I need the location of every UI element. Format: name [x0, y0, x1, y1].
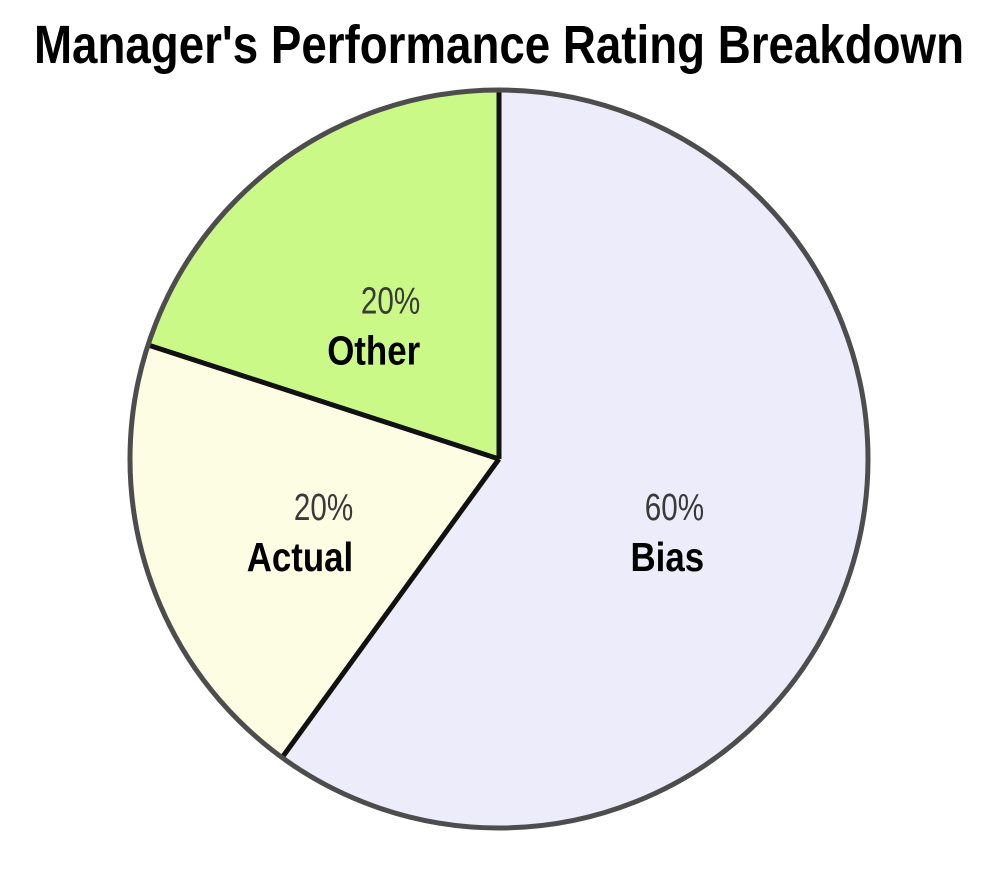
slice-name-bias: Bias: [631, 534, 705, 580]
slice-name-actual: Actual: [247, 534, 354, 580]
pie-divider-line-1: [280, 457, 502, 759]
slice-percent-other: 20%: [361, 281, 420, 323]
pie-divider-line-2: [147, 342, 500, 462]
pie-slice-other: [148, 90, 499, 459]
chart-title: Manager's Performance Rating Breakdown: [34, 15, 964, 75]
pie-slice-bias: [282, 90, 869, 828]
pie-slice-actual: [130, 345, 499, 758]
slice-percent-bias: 60%: [645, 487, 704, 529]
slice-name-other: Other: [327, 328, 420, 374]
slice-percent-actual: 20%: [294, 487, 353, 529]
pie-divider-lines: [147, 90, 502, 759]
pie-slice-labels: 60% Bias 20% Actual 20% Other: [247, 281, 704, 580]
pie-slices-group: [130, 90, 869, 828]
pie-outer-ring-icon: [127, 87, 871, 831]
